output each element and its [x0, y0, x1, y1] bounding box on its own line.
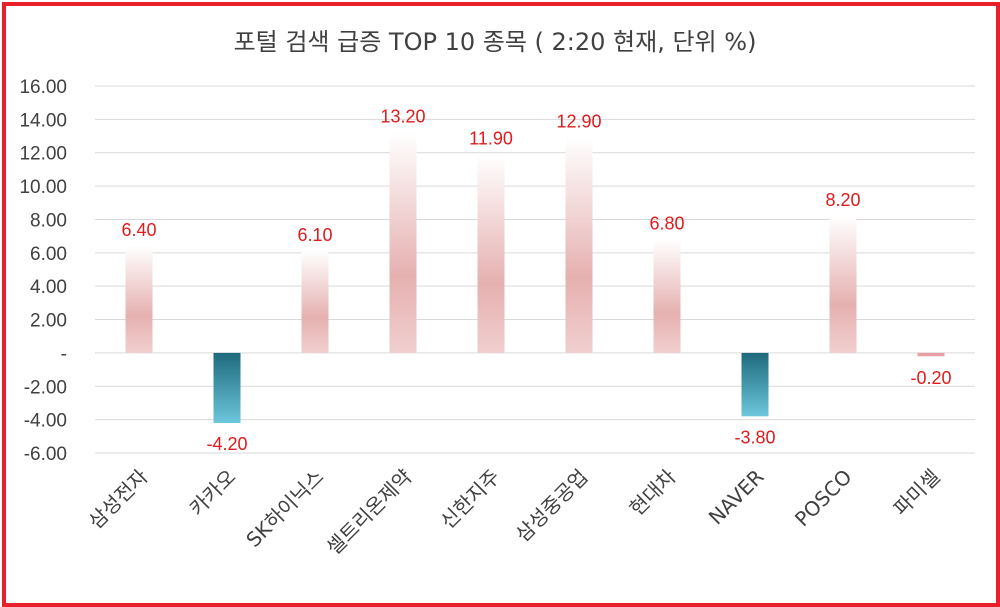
y-tick-label: 6.00 — [30, 244, 67, 265]
x-tick-label: 현대차 — [625, 465, 681, 521]
x-tick-label: POSCO — [790, 465, 857, 532]
data-label: -4.20 — [206, 434, 247, 454]
x-tick-label: SK하이닉스 — [241, 465, 328, 552]
x-tick-label: 삼성전자 — [84, 465, 153, 534]
bar — [125, 246, 153, 353]
bar — [565, 137, 593, 353]
bar — [653, 239, 681, 353]
y-tick-label: 16.00 — [19, 77, 67, 98]
y-tick-label: -6.00 — [24, 444, 67, 465]
y-tick-label: 8.00 — [30, 210, 67, 231]
chart-title: 포털 검색 급증 TOP 10 종목 ( 2:20 현재, 단위 %) — [234, 28, 757, 56]
y-tick-label: 10.00 — [19, 177, 67, 198]
x-tick-label: NAVER — [704, 464, 769, 529]
bar — [917, 352, 945, 357]
bar — [741, 352, 769, 417]
y-tick-label: 14.00 — [19, 110, 67, 131]
x-tick-label: 파미셀 — [889, 465, 945, 521]
data-label: 11.90 — [469, 128, 513, 148]
data-label: 6.40 — [121, 220, 156, 240]
y-tick-label: 4.00 — [30, 277, 67, 298]
y-tick-label: 2.00 — [30, 311, 67, 332]
data-label: 8.20 — [825, 190, 860, 210]
x-tick-label: 삼성중공업 — [511, 465, 593, 547]
data-label: -3.80 — [734, 427, 775, 447]
data-label: 12.90 — [556, 112, 601, 132]
data-label: 6.80 — [649, 213, 684, 233]
x-tick-label: 셀트리온제약 — [321, 465, 416, 560]
y-tick-label: -2.00 — [24, 377, 67, 398]
data-label: 13.20 — [380, 107, 425, 127]
y-tick-label: - — [61, 344, 67, 365]
bar — [829, 216, 857, 353]
data-label: 6.10 — [297, 225, 332, 245]
x-tick-label: 카카오 — [185, 465, 241, 521]
bar — [213, 352, 241, 423]
y-tick-label: 12.00 — [19, 144, 67, 165]
x-tick-label: 신한지주 — [436, 465, 505, 534]
bar — [477, 154, 505, 353]
y-tick-label: -4.00 — [24, 411, 67, 432]
bar — [301, 251, 329, 353]
bar — [389, 132, 417, 353]
data-label: -0.20 — [910, 368, 951, 388]
